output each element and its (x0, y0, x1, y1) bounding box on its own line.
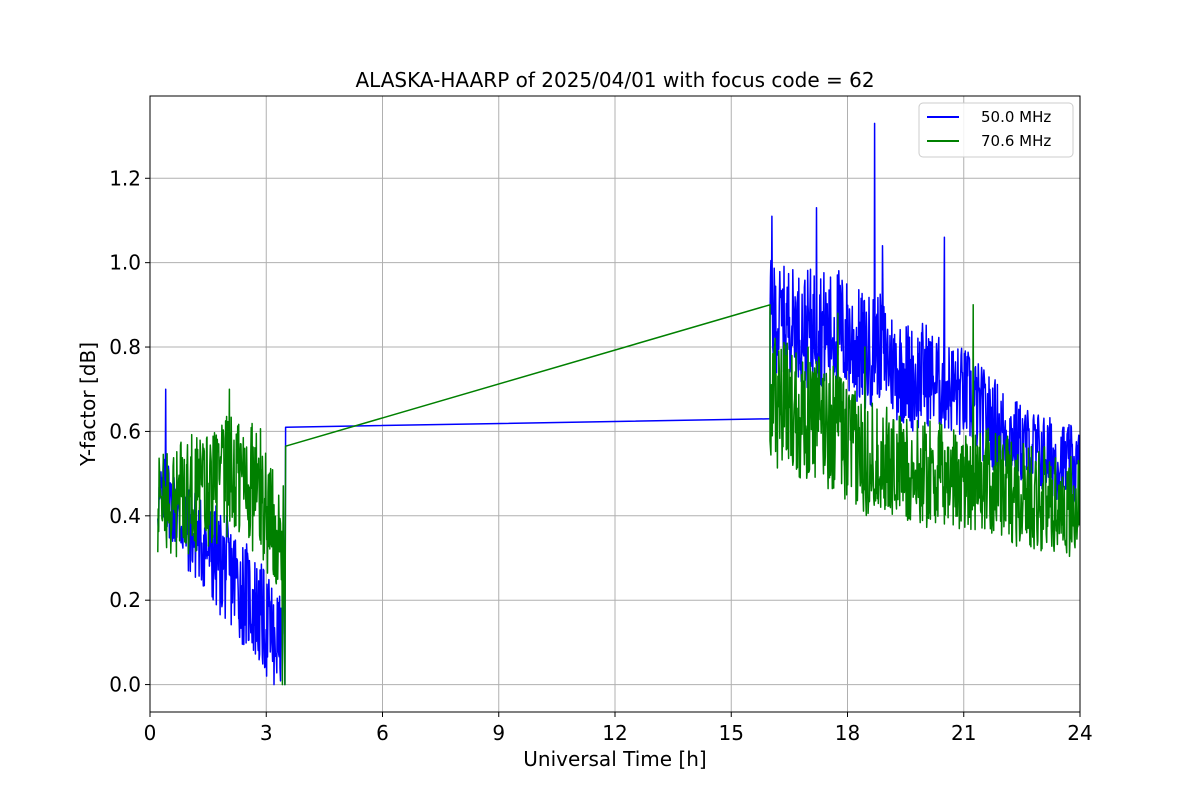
series-line-2 (157, 304, 1081, 686)
x-tick-label: 6 (376, 721, 389, 745)
x-axis: 0 3 6 9 12 15 18 21 24 (144, 712, 1093, 745)
y-tick-label: 0.8 (109, 335, 141, 359)
x-axis-label: Universal Time [h] (523, 747, 706, 771)
x-tick-label: 18 (835, 721, 860, 745)
x-tick-label: 15 (719, 721, 744, 745)
y-tick-label: 0.2 (109, 588, 141, 612)
legend-label: 70.6 MHz (981, 132, 1051, 150)
legend-label: 50.0 MHz (981, 108, 1051, 126)
y-tick-label: 0.4 (109, 504, 141, 528)
legend: 50.0 MHz 70.6 MHz (918, 102, 1074, 158)
series-layer (157, 122, 1081, 686)
x-tick-label: 24 (1067, 721, 1092, 745)
x-tick-label: 0 (144, 721, 157, 745)
y-tick-label: 1.2 (109, 166, 141, 190)
y-tick-label: 0.0 (109, 673, 141, 697)
x-tick-label: 3 (260, 721, 273, 745)
x-tick-label: 21 (951, 721, 976, 745)
y-axis: 0.0 0.2 0.4 0.6 0.8 1.0 1.2 (109, 166, 150, 697)
y-tick-label: 1.0 (109, 251, 141, 275)
y-tick-label: 0.6 (109, 419, 141, 443)
x-tick-label: 9 (492, 721, 505, 745)
x-tick-label: 12 (602, 721, 627, 745)
y-axis-label: Y-factor [dB] (76, 342, 100, 467)
chart-title: ALASKA-HAARP of 2025/04/01 with focus co… (355, 68, 874, 92)
